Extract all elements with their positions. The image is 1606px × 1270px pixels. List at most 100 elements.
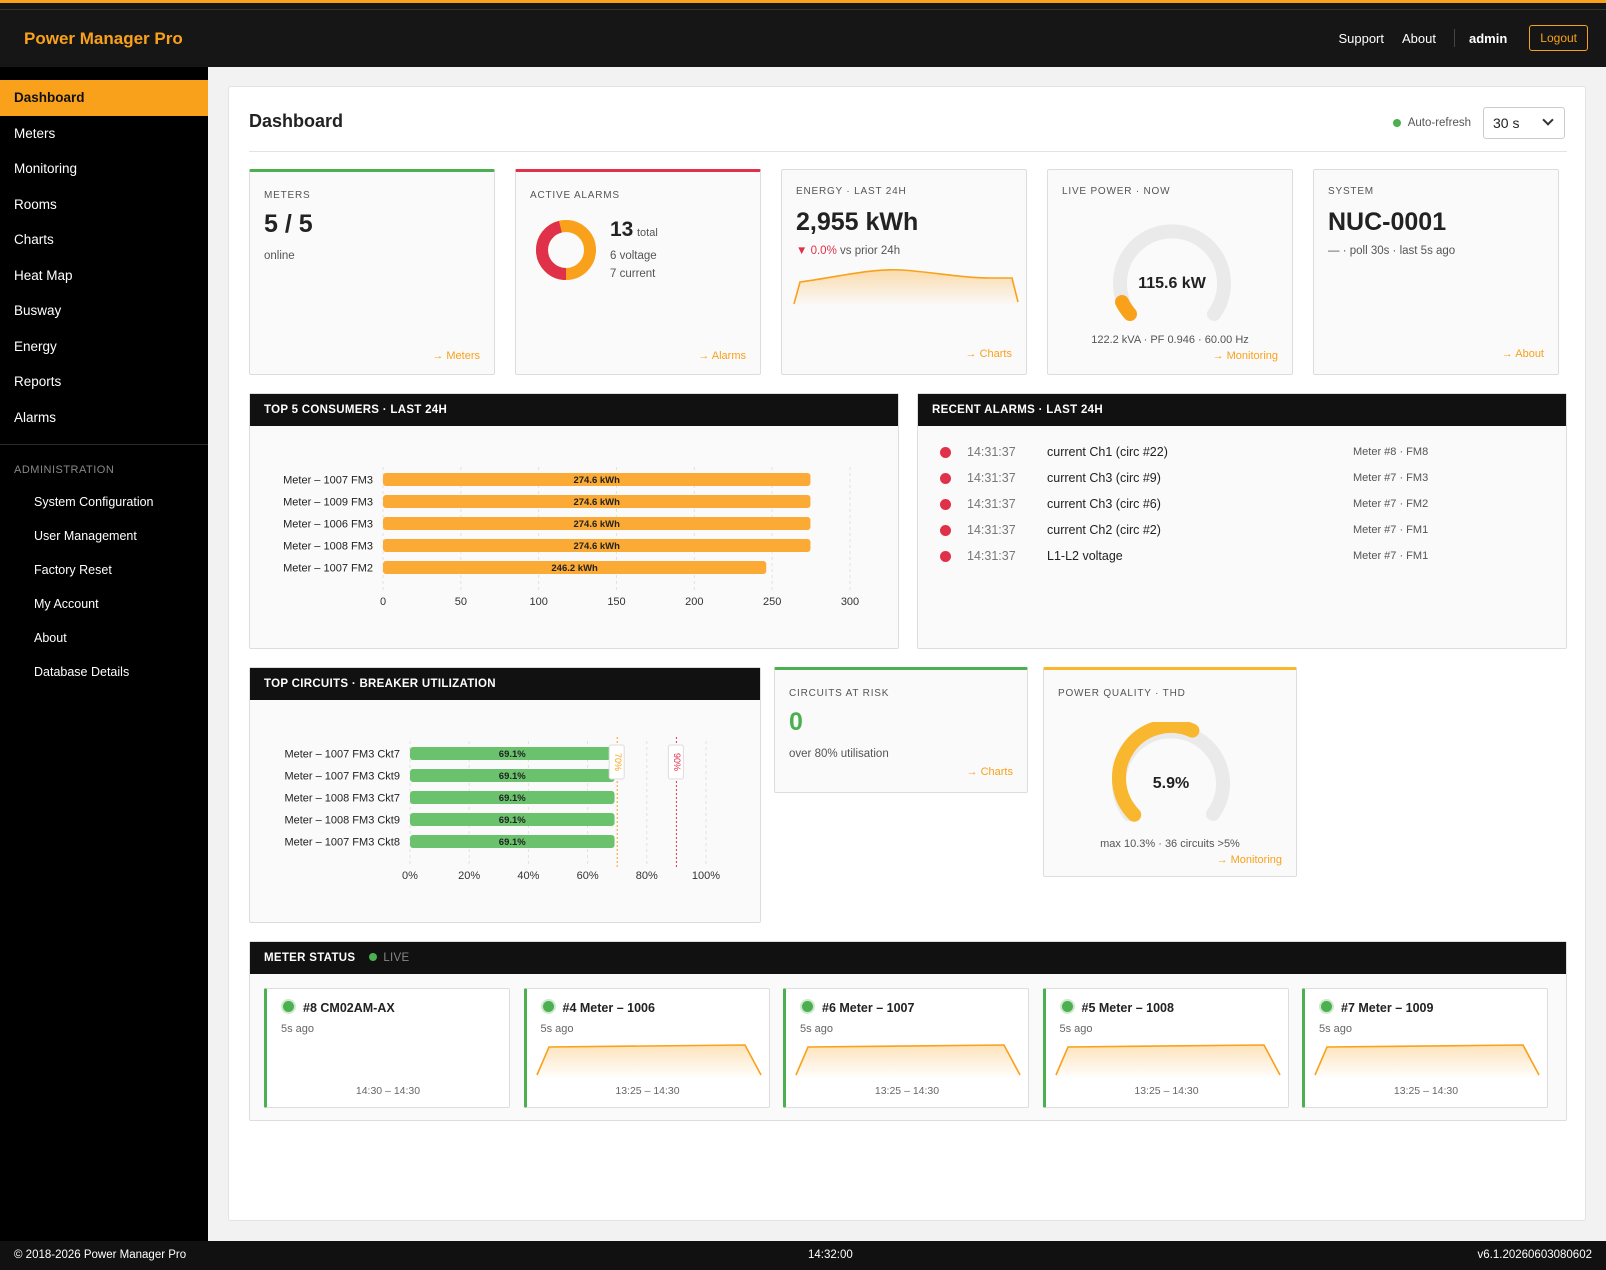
alarms-donut-chart [536, 220, 596, 280]
alarm-message: current Ch1 (circ #22) [1047, 445, 1168, 459]
energy-charts-link[interactable]: → Charts [965, 348, 1012, 360]
title-divider [249, 151, 1567, 152]
circuits-data-label: 69.1% [499, 793, 526, 804]
sidebar-section-administration: ADMINISTRATION [14, 464, 115, 476]
top-consumers-title: TOP 5 CONSUMERS · LAST 24H [250, 394, 898, 426]
meter-status-card[interactable]: #6 Meter – 1007 5s ago 13:25 – 14:30 [783, 988, 1029, 1108]
meter-name: #6 Meter – 1007 [822, 1001, 915, 1015]
meter-online-dot [283, 1001, 294, 1012]
sidebar-item-reports[interactable]: Reports [14, 374, 62, 389]
alarms-link[interactable]: → Alarms [698, 350, 746, 362]
consumers-bar[interactable] [383, 495, 811, 508]
meter-name: #5 Meter – 1008 [1081, 1001, 1174, 1015]
footer-copyright: © 2018-2026 Power Manager Pro [14, 1249, 187, 1261]
alarms-total-label: total [636, 227, 658, 239]
sidebar-item-rooms[interactable]: Rooms [14, 196, 57, 212]
sidebar-item-heat-map[interactable]: Heat Map [14, 267, 73, 283]
alarm-row[interactable]: 14:31:37 current Ch1 (circ #22) Meter #8… [940, 442, 1540, 462]
sidebar-item-monitoring[interactable]: Monitoring [14, 161, 78, 176]
circuits-category-label: Meter – 1008 FM3 Ckt9 [284, 815, 400, 827]
sidebar-item-user-management[interactable]: User Management [34, 529, 137, 543]
circuits-bar[interactable] [410, 791, 615, 804]
meters-link[interactable]: → Meters [432, 350, 480, 362]
alarms-total: 13 total [610, 218, 658, 242]
consumers-bar[interactable] [383, 561, 767, 574]
consumers-tick-label: 150 [607, 596, 625, 608]
sidebar-item-factory-reset[interactable]: Factory Reset [34, 563, 112, 577]
sidebar-item-alarms[interactable]: Alarms [14, 409, 57, 425]
meter-last-seen: 5s ago [800, 1023, 834, 1035]
consumers-category-label: Meter – 1007 FM2 [283, 563, 373, 575]
circuits-threshold-tag [667, 744, 684, 780]
sidebar-item-system-configuration[interactable]: System Configuration [34, 495, 154, 509]
sidebar-item-meters[interactable]: Meters [14, 125, 56, 141]
power-quality-gauge-fill [1112, 722, 1200, 822]
consumers-category-label: Meter – 1006 FM3 [283, 519, 373, 531]
alarm-source: Meter #7 · FM3 [1353, 472, 1429, 484]
footer-version: v6.1.20260603080602 [1477, 1249, 1592, 1261]
energy-delta-value: 0.0% [810, 245, 837, 257]
sidebar-item-busway[interactable]: Busway [14, 303, 62, 318]
meter-status-card[interactable]: #7 Meter – 1009 5s ago 13:25 – 14:30 [1302, 988, 1548, 1108]
alarm-row[interactable]: 14:31:37 current Ch2 (circ #2) Meter #7 … [940, 520, 1540, 540]
logout-button[interactable]: Logout [1529, 25, 1588, 51]
consumers-tick-label: 0 [380, 596, 386, 608]
circuits-bar[interactable] [410, 747, 615, 760]
circuits-threshold-label: 70% [613, 753, 623, 771]
circuits-at-risk-value: 0 [789, 708, 803, 736]
support-link[interactable]: Support [1338, 30, 1385, 46]
top-circuits-panel: TOP CIRCUITS · BREAKER UTILIZATION 0% 20%… [249, 667, 761, 923]
circuits-at-risk-title: CIRCUITS AT RISK [789, 688, 890, 699]
sidebar-item-charts[interactable]: Charts [14, 232, 54, 247]
alarm-message: current Ch3 (circ #9) [1047, 471, 1161, 485]
system-about-link[interactable]: → About [1501, 348, 1544, 360]
meter-status-card[interactable]: #4 Meter – 1006 5s ago 13:25 – 14:30 [523, 988, 770, 1108]
circuits-category-label: Meter – 1007 FM3 Ckt9 [284, 771, 400, 783]
alarm-time: 14:31:37 [967, 549, 1016, 563]
circuits-bar[interactable] [410, 835, 615, 848]
meter-time-range: 13:25 – 14:30 [1393, 1085, 1459, 1097]
alarm-status-dot [940, 472, 951, 484]
sidebar-item-my-account[interactable]: My Account [34, 597, 99, 611]
consumers-data-label: 274.6 kWh [573, 497, 620, 508]
consumers-bar[interactable] [383, 473, 811, 486]
live-indicator-label: LIVE [383, 952, 410, 964]
auto-refresh-label: Auto-refresh [1407, 117, 1471, 129]
meter-status-card[interactable]: #8 CM02AM-AX 5s ago 14:30 – 14:30 [264, 988, 510, 1108]
alarm-row[interactable]: 14:31:37 current Ch3 (circ #9) Meter #7 … [940, 468, 1540, 488]
sidebar-item-energy[interactable]: Energy [14, 338, 57, 354]
auto-refresh-select[interactable]: 30 s [1483, 107, 1565, 139]
sidebar-divider [0, 444, 208, 445]
meter-status-card[interactable]: #5 Meter – 1008 5s ago 13:25 – 14:30 [1042, 988, 1289, 1108]
alarm-row[interactable]: 14:31:37 current Ch3 (circ #6) Meter #7 … [940, 494, 1540, 514]
sidebar-item-about[interactable]: About [34, 631, 67, 645]
consumers-data-label: 274.6 kWh [573, 475, 620, 486]
live-power-gauge: 115.6 kW [1113, 224, 1231, 321]
alarms-card-title: ACTIVE ALARMS [530, 190, 620, 201]
sidebar-item-dashboard[interactable]: Dashboard [0, 80, 208, 116]
system-name: NUC-0001 [1328, 208, 1447, 236]
live-power-card-title: LIVE POWER · NOW [1062, 186, 1171, 197]
circuits-tick-label: 60% [577, 870, 599, 882]
alarm-row[interactable]: 14:31:37 L1-L2 voltage Meter #7 · FM1 [940, 546, 1540, 566]
alarm-message: L1-L2 voltage [1047, 549, 1123, 563]
power-quality-monitoring-link[interactable]: → Monitoring [1216, 854, 1282, 866]
energy-delta: ▼ 0.0% vs prior 24h [796, 245, 900, 257]
consumers-category-label: Meter – 1008 FM3 [283, 541, 373, 553]
circuits-data-label: 69.1% [499, 815, 526, 826]
brand-logo[interactable]: Power Manager Pro [24, 29, 183, 48]
monitoring-link[interactable]: → Monitoring [1212, 350, 1278, 362]
circuits-bar[interactable] [410, 769, 615, 782]
consumers-bar[interactable] [383, 539, 811, 552]
consumers-bar[interactable] [383, 517, 811, 530]
circuits-threshold-tag [608, 744, 625, 780]
alarm-status-dot [940, 498, 951, 510]
consumers-tick-label: 100 [529, 596, 547, 608]
circuits-tick-label: 80% [636, 870, 658, 882]
sidebar-item-database-details[interactable]: Database Details [34, 665, 130, 679]
circuits-at-risk-charts-link[interactable]: → Charts [966, 766, 1013, 778]
circuits-bar[interactable] [410, 813, 615, 826]
meter-online-dot [1321, 1001, 1332, 1012]
top-consumers-chart: 0 50 100 150 200 250 300 Meter – 1007 FM3 274.6 … [283, 467, 859, 608]
about-link[interactable]: About [1402, 30, 1436, 46]
